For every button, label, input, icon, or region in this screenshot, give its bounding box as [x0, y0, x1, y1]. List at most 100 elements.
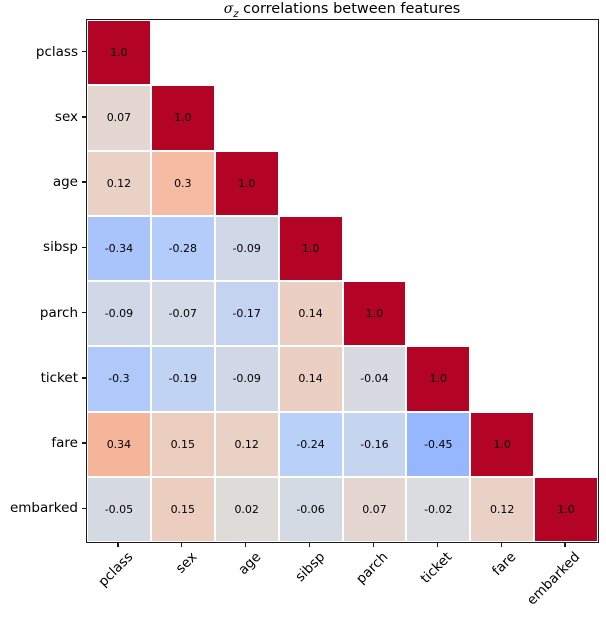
heatmap-cell-fare-pclass: 0.34: [87, 411, 151, 477]
heatmap-cell-embarked-sibsp: -0.06: [278, 476, 343, 542]
y-tick-label-ticket: ticket: [40, 369, 78, 386]
y-axis-tick: [81, 246, 86, 249]
y-axis-tick: [81, 377, 86, 379]
heatmap-cell-age-pclass: 0.12: [87, 150, 151, 216]
cell-value: -0.04: [360, 372, 389, 386]
heatmap-cell-ticket-age: -0.09: [214, 346, 279, 412]
heatmap-plot-area: 1.0 0.07 1.0 0.12 0.3 1.0 -0.34 -0.28 -0.09 1.0 -0…: [86, 19, 599, 543]
cell-value: 0.07: [106, 111, 132, 125]
x-axis-tick: [181, 542, 183, 547]
cell-value: 0.34: [106, 437, 132, 451]
y-axis-tick: [81, 181, 86, 183]
x-axis-tick: [500, 542, 502, 547]
cell-value: 1.0: [301, 241, 320, 255]
heatmap-cell-parch-sex: -0.07: [150, 281, 215, 347]
heatmap-cell-sibsp-sex: -0.28: [150, 215, 215, 281]
cell-value: 0.14: [298, 372, 323, 386]
cell-value: -0.02: [424, 502, 453, 516]
heatmap-cell-fare-sex: 0.15: [150, 411, 215, 477]
y-tick-label-parch: parch: [39, 304, 78, 321]
cell-value: -0.34: [104, 241, 134, 255]
cell-value: 0.15: [170, 437, 196, 451]
heatmap-cell-sex-pclass: 0.07: [87, 85, 151, 151]
x-axis-tick: [436, 542, 438, 547]
y-tick-label-sex: sex: [54, 108, 78, 125]
y-tick-label-pclass: pclass: [35, 43, 78, 60]
cell-value: 1.0: [429, 372, 448, 386]
cell-value: 0.15: [170, 502, 196, 516]
cell-value: 1.0: [174, 111, 192, 125]
heatmap-cell-parch-parch: 1.0: [342, 281, 407, 347]
y-axis-tick: [81, 50, 86, 53]
cell-value: 0.14: [298, 307, 323, 321]
cell-value: 1.0: [365, 307, 384, 321]
cell-value: 0.02: [234, 502, 259, 516]
cell-value: 0.3: [174, 176, 192, 190]
cell-value: 1.0: [493, 437, 511, 451]
heatmap-cell-sibsp-sibsp: 1.0: [278, 215, 343, 281]
y-tick-label-age: age: [52, 174, 78, 191]
cell-value: 1.0: [110, 46, 128, 60]
heatmap-cell-age-sex: 0.3: [150, 150, 215, 216]
sigma-subscript: z: [233, 8, 239, 20]
cell-value: -0.07: [168, 307, 198, 321]
cell-value: 1.0: [557, 502, 575, 516]
cell-value: -0.09: [232, 241, 261, 255]
cell-value: -0.16: [360, 437, 389, 451]
y-axis-tick: [81, 442, 86, 444]
heatmap-cell-pclass-pclass: 1.0: [87, 20, 151, 86]
heatmap-cell-sibsp-pclass: -0.34: [87, 215, 151, 281]
x-axis-tick: [117, 542, 119, 547]
heatmap-cell-sex-sex: 1.0: [150, 85, 215, 151]
heatmap-cell-ticket-sibsp: 0.14: [278, 346, 343, 412]
y-axis-tick: [81, 311, 86, 314]
x-axis-tick: [245, 542, 247, 547]
heatmap-cell-ticket-sex: -0.19: [150, 346, 215, 412]
x-axis-tick: [308, 542, 311, 547]
cell-value: 0.12: [489, 502, 515, 516]
heatmap-cell-embarked-parch: 0.07: [342, 476, 407, 542]
heatmap-cell-ticket-ticket: 1.0: [406, 346, 471, 412]
heatmap-cell-fare-sibsp: -0.24: [278, 411, 343, 477]
cell-value: -0.17: [232, 307, 261, 321]
heatmap-cell-sibsp-age: -0.09: [214, 215, 279, 281]
cell-value: -0.09: [104, 307, 134, 321]
heatmap-cell-ticket-parch: -0.04: [342, 346, 407, 412]
cell-value: 1.0: [237, 176, 256, 190]
heatmap-cell-fare-parch: -0.16: [342, 411, 407, 477]
y-axis-tick: [81, 116, 86, 118]
heatmap-cell-fare-fare: 1.0: [470, 411, 535, 477]
cell-value: 0.12: [234, 437, 259, 451]
cell-value: -0.3: [108, 372, 130, 386]
heatmap-cell-fare-ticket: -0.45: [406, 411, 471, 477]
heatmap-cell-embarked-embarked: 1.0: [534, 476, 598, 542]
heatmap-cell-parch-pclass: -0.09: [87, 281, 151, 347]
cell-value: -0.45: [424, 437, 453, 451]
cell-value: -0.28: [168, 241, 198, 255]
sigma-symbol: σ: [223, 1, 234, 17]
x-axis-tick: [372, 542, 375, 547]
y-tick-label-embarked: embarked: [9, 500, 78, 517]
cell-value: -0.24: [296, 437, 325, 451]
cell-value: -0.05: [104, 502, 134, 516]
heatmap-cell-ticket-pclass: -0.3: [87, 346, 151, 412]
cell-value: -0.09: [232, 372, 261, 386]
cell-value: -0.06: [296, 502, 325, 516]
y-tick-label-fare: fare: [51, 435, 78, 452]
y-axis-tick: [81, 507, 86, 510]
cell-value: 0.07: [362, 502, 387, 516]
heatmap-cell-embarked-pclass: -0.05: [87, 476, 151, 542]
heatmap-cell-embarked-ticket: -0.02: [406, 476, 471, 542]
heatmap-cell-embarked-sex: 0.15: [150, 476, 215, 542]
heatmap-cell-parch-sibsp: 0.14: [278, 281, 343, 347]
heatmap-cell-age-age: 1.0: [214, 150, 279, 216]
chart-title-text: correlations between features: [238, 1, 461, 17]
cell-value: -0.19: [168, 372, 198, 386]
y-tick-label-sibsp: sibsp: [43, 239, 78, 256]
cell-value: 0.12: [106, 176, 132, 190]
heatmap-cell-parch-age: -0.17: [214, 281, 279, 347]
heatmap-cell-embarked-age: 0.02: [214, 476, 279, 542]
heatmap-cell-embarked-fare: 0.12: [470, 476, 535, 542]
chart-title: σz correlations between features: [86, 1, 598, 20]
x-axis-tick: [564, 542, 566, 547]
